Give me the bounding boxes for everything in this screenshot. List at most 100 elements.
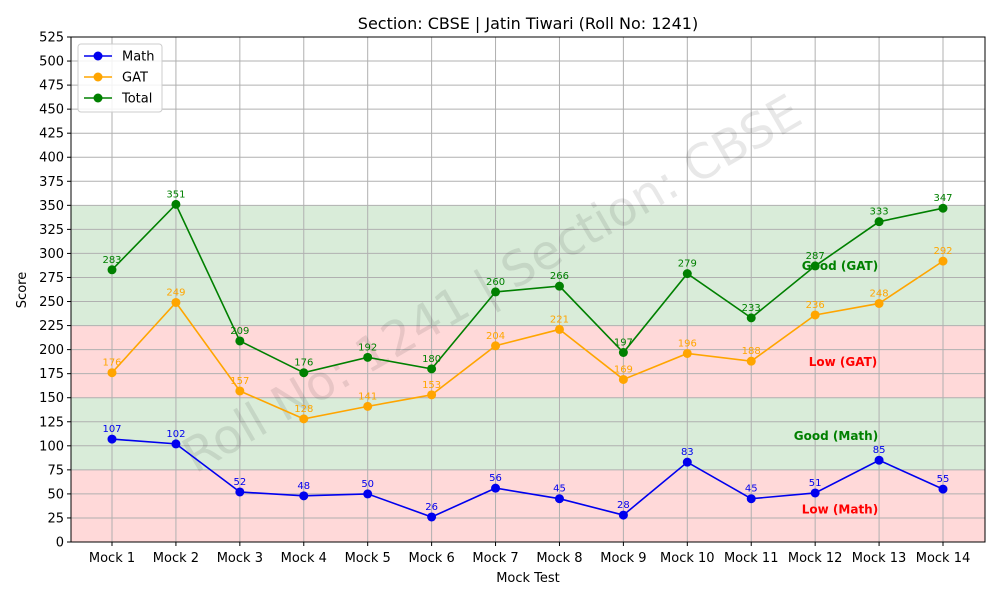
gat-point [363,401,373,411]
y-tick-label: 300 [39,247,64,262]
band-1 [71,397,985,470]
math-point [746,494,756,504]
chart-title: Section: CBSE | Jatin Tiwari (Roll No: 1… [358,14,698,33]
total-data-label: 347 [933,193,952,204]
gat-point [810,310,820,320]
math-point [682,457,692,467]
total-point [363,352,373,362]
math-point [171,439,181,449]
x-tick-label: Mock 6 [408,551,454,566]
x-axis-title: Mock Test [496,571,560,586]
gat-point [107,368,117,378]
total-data-label: 176 [294,358,313,369]
total-point [682,269,692,279]
total-data-label: 333 [870,207,889,218]
total-point [491,287,501,297]
math-point [810,488,820,498]
x-tick-label: Mock 7 [472,551,518,566]
gat-data-label: 196 [678,338,697,349]
x-tick-label: Mock 8 [536,551,582,566]
total-point [618,348,628,358]
y-tick-label: 500 [39,55,64,70]
plot-frame [70,36,986,543]
math-data-label: 102 [166,429,185,440]
math-data-label: 56 [489,473,502,484]
y-tick-label: 525 [39,31,64,46]
gat-data-label: 204 [486,331,505,342]
gat-data-label: 169 [614,364,633,375]
x-tick-label: Mock 13 [852,551,907,566]
gat-data-label: 188 [742,346,761,357]
gat-data-label: 141 [358,391,377,402]
total-point [171,199,181,209]
x-tick-label: Mock 2 [153,551,199,566]
gat-point [938,256,948,266]
math-data-label: 48 [297,481,310,492]
total-point [938,203,948,213]
total-point [810,261,820,271]
gat-point [427,390,437,400]
x-tick-label: Mock 11 [724,551,779,566]
y-tick-label: 375 [39,175,64,190]
gat-data-label: 292 [933,246,952,257]
legend-total-label: Total [121,92,152,107]
y-tick-label: 200 [39,343,64,358]
y-tick-label: 250 [39,295,64,310]
gat-data-label: 248 [870,288,889,299]
y-tick-label: 475 [39,79,64,94]
gat-data-label: 176 [102,358,121,369]
math-point [107,434,117,444]
math-point [427,512,437,522]
math-point [874,455,884,465]
math-data-label: 26 [425,502,438,513]
legend-gat-label: GAT [122,71,148,86]
x-tick-label: Mock 5 [345,551,391,566]
y-tick-label: 425 [39,127,64,142]
total-data-label: 233 [742,303,761,314]
zone-label: Good (Math) [794,429,878,443]
data-labels: 107 102 52 48 50 26 56 45 28 83 45 51 85 55 176 249 157 1… [102,189,952,513]
y-tick-label: 0 [56,536,64,551]
y-axis-title: Score [15,272,30,308]
total-data-label: 287 [806,251,825,262]
gat-point [554,324,564,334]
gat-data-label: 128 [294,404,313,415]
legend-total-marker [93,93,103,103]
math-data-label: 50 [361,479,374,490]
gat-point [235,386,245,396]
gat-point [618,374,628,384]
math-point [363,489,373,499]
total-point [299,368,309,378]
legend-gat-marker [93,72,103,82]
math-data-label: 55 [937,474,950,485]
y-tick-label: 150 [39,391,64,406]
total-point [427,364,437,374]
total-point [554,281,564,291]
total-data-label: 197 [614,338,633,349]
total-data-label: 351 [166,189,185,200]
math-point [618,510,628,520]
y-tick-label: 350 [39,199,64,214]
y-tick-label: 50 [47,487,64,502]
total-data-label: 209 [230,326,249,337]
total-data-label: 180 [422,354,441,365]
gat-point [746,356,756,366]
math-data-label: 45 [745,484,758,495]
gat-point [682,348,692,358]
math-line [111,438,944,518]
math-data-label: 51 [809,478,822,489]
gat-data-label: 221 [550,314,569,325]
math-point [299,491,309,501]
band-0 [71,469,985,542]
y-tick-label: 450 [39,103,64,118]
y-tick-label: 100 [39,439,64,454]
total-line [111,202,944,374]
y-tick-label: 25 [47,511,64,526]
total-point [235,336,245,346]
gat-point [171,297,181,307]
y-tick-label: 125 [39,415,64,430]
gat-line [111,260,944,420]
legend-math-label: Math [122,50,155,65]
math-point [491,483,501,493]
